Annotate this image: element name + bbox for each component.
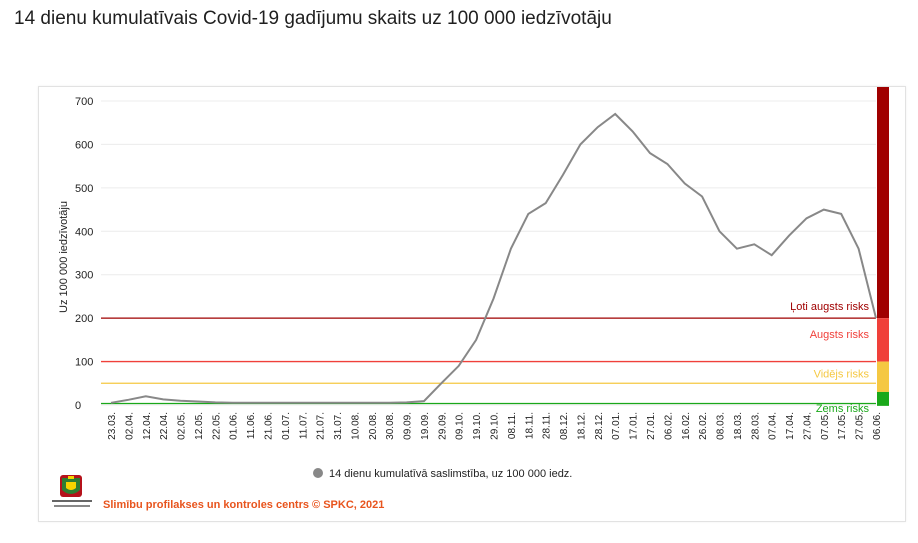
x-tick-label: 07.04.: [768, 412, 779, 440]
x-tick-label: 07.01.: [611, 412, 622, 440]
x-tick-label: 08.12.: [559, 412, 570, 440]
y-tick-label: 700: [75, 96, 93, 108]
x-tick-label: 22.04.: [159, 412, 170, 440]
line-chart: 0 100 200 300 400 500 600 700 Uz 100 000 iedzīvo…: [58, 87, 889, 480]
y-tick-label: 0: [75, 400, 81, 412]
x-tick-label: 18.11.: [524, 412, 535, 439]
y-tick-label: 600: [75, 139, 93, 151]
x-tick-label: 28.11.: [542, 412, 553, 439]
risk-band: [877, 361, 889, 392]
source-credit: Slimību profilakses un kontroles centrs …: [103, 499, 385, 511]
risk-label: Augsts risks: [810, 329, 870, 341]
x-tick-label: 09.09.: [403, 412, 414, 440]
x-tick-label: 22.05.: [211, 412, 222, 440]
x-tick-label: 08.03.: [716, 412, 727, 440]
x-tick-label: 07.05.: [820, 412, 831, 440]
y-tick-label: 300: [75, 270, 93, 282]
spkc-logo: [52, 475, 92, 507]
x-tick-label: 06.06.: [872, 412, 883, 440]
x-tick-label: 23.03.: [107, 412, 118, 440]
risk-band: [877, 87, 889, 319]
risk-band: [877, 318, 889, 362]
x-tick-label: 28.12.: [594, 412, 605, 440]
x-tick-label: 11.06.: [246, 412, 257, 439]
x-tick-label: 27.04.: [802, 412, 813, 440]
x-tick-label: 18.12.: [576, 412, 587, 440]
risk-label: Vidējs risks: [814, 369, 870, 381]
x-tick-label: 19.10.: [472, 412, 483, 440]
chart-card: 0 100 200 300 400 500 600 700 Uz 100 000 iedzīvo…: [38, 86, 906, 522]
x-tick-label: 16.02.: [681, 412, 692, 440]
x-tick-label: 27.05.: [855, 412, 866, 440]
x-tick-label: 31.07.: [333, 412, 344, 440]
x-tick-label: 01.06.: [229, 412, 240, 440]
y-axis-label: Uz 100 000 iedzīvotāju: [58, 201, 70, 313]
x-tick-label: 08.11.: [507, 412, 518, 439]
x-tick-label: 21.07.: [316, 412, 327, 440]
risk-label: Ļoti augsts risks: [790, 301, 869, 313]
x-tick-label: 29.09.: [437, 412, 448, 440]
y-tick-label: 100: [75, 357, 93, 369]
x-tick-label: 02.04.: [124, 412, 135, 440]
legend-marker: [313, 468, 323, 478]
x-tick-label: 06.02.: [663, 412, 674, 440]
x-tick-label: 18.03.: [733, 412, 744, 440]
x-tick-label: 11.07.: [298, 412, 309, 439]
legend-label: 14 dienu kumulatīvā saslimstība, uz 100 …: [329, 468, 572, 480]
x-tick-label: 29.10.: [490, 412, 501, 440]
x-tick-label: 30.08.: [385, 412, 396, 440]
x-tick-label: 09.10.: [455, 412, 466, 440]
x-tick-label: 21.06.: [263, 412, 274, 440]
x-tick-label: 27.01.: [646, 412, 657, 440]
x-tick-label: 10.08.: [350, 412, 361, 440]
x-tick-label: 12.05.: [194, 412, 205, 440]
risk-label: Zems risks: [816, 403, 870, 415]
y-tick-label: 500: [75, 183, 93, 195]
y-tick-label: 400: [75, 226, 93, 238]
x-tick-label: 19.09.: [420, 412, 431, 440]
series-line: [110, 112, 877, 404]
x-tick-label: 02.05.: [177, 412, 188, 440]
x-tick-label: 26.02.: [698, 412, 709, 440]
risk-band: [877, 391, 889, 406]
x-tick-label: 20.08.: [368, 412, 379, 440]
x-tick-label: 01.07.: [281, 412, 292, 440]
x-tick-label: 12.04.: [142, 412, 153, 440]
x-tick-label: 17.05.: [837, 412, 848, 440]
page-title: 14 dienu kumulatīvais Covid-19 gadījumu …: [14, 8, 612, 29]
y-tick-label: 200: [75, 313, 93, 325]
x-tick-label: 28.03.: [750, 412, 761, 440]
x-tick-label: 17.01.: [629, 412, 640, 440]
x-tick-label: 17.04.: [785, 412, 796, 440]
